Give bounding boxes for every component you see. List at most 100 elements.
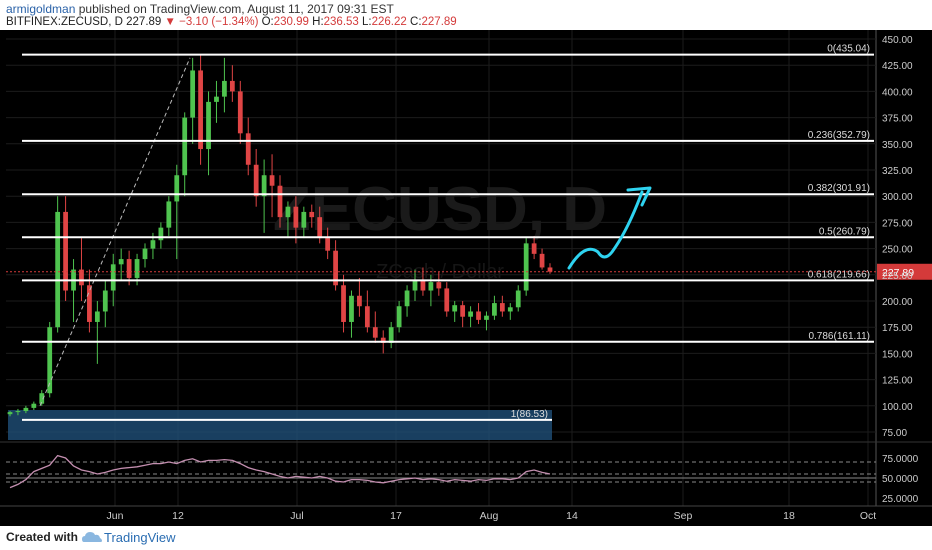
- fib-label: 0(435.04): [827, 44, 870, 55]
- candle-body: [285, 206, 291, 218]
- candle-body: [396, 306, 402, 328]
- candle-body: [492, 303, 497, 316]
- down-triangle-icon: ▼: [164, 16, 176, 28]
- fib-label: 0.382(301.91): [808, 183, 870, 194]
- candle-body: [222, 80, 227, 97]
- price-change: −3.10 (−1.34%): [179, 16, 259, 28]
- candle-body: [253, 164, 259, 197]
- price-tick-label: 450.00: [882, 35, 913, 46]
- trend-line: [39, 57, 191, 406]
- candle-body: [269, 175, 275, 186]
- time-tick-label: Jun: [107, 510, 124, 522]
- fib-levels: 0(435.04) 0.236(352.79) 0.382(301.91) 0.5(2…: [22, 44, 874, 421]
- candle-body: [468, 311, 473, 317]
- ohlc-line: BITFINEX:ZECUSD, D 227.89 ▼ −3.10 (−1.34…: [6, 16, 457, 28]
- candle-body: [301, 211, 307, 228]
- high-value: 236.53: [323, 16, 359, 28]
- candle-body: [507, 307, 513, 312]
- arrow-head-icon: [626, 186, 652, 207]
- candle-body: [309, 211, 315, 218]
- candle-body: [357, 295, 362, 307]
- candle-body: [349, 295, 354, 322]
- time-tick-label: Jul: [290, 510, 303, 522]
- fib-label: 1(86.53): [511, 409, 548, 420]
- current-price-label: 227.89: [882, 267, 914, 279]
- candle-body: [79, 269, 84, 286]
- price-tick-label: 400.00: [882, 87, 913, 98]
- price-tick-label: 250.00: [882, 245, 913, 256]
- candle-body: [539, 253, 545, 268]
- candle-body: [372, 327, 378, 338]
- rsi-line: [9, 454, 551, 489]
- rsi-tick-label: 50.0000: [882, 474, 919, 485]
- time-axis: Jun 12 Jul 17 Aug 14 Sep 18 Oct: [107, 510, 877, 522]
- candle-body: [515, 290, 521, 308]
- candle-body: [277, 185, 283, 218]
- close-value: 227.89: [421, 16, 457, 28]
- candle-body: [87, 285, 92, 322]
- candle-body: [110, 264, 116, 291]
- candle-body: [214, 96, 219, 102]
- candle-body: [428, 282, 434, 291]
- candle-body: [364, 306, 370, 328]
- price-tick-label: 425.00: [882, 61, 913, 72]
- candle-body: [94, 311, 100, 322]
- created-with-label: Created with: [6, 530, 79, 544]
- grid: [6, 30, 876, 506]
- candle-body: [325, 238, 331, 251]
- time-tick-label: Aug: [480, 510, 499, 522]
- candle-body: [47, 327, 53, 394]
- candle-body: [245, 133, 251, 165]
- candles: [7, 54, 553, 417]
- candle-body: [55, 211, 61, 328]
- symbol-label: BITFINEX:ZECUSD, D: [6, 16, 123, 28]
- candle-body: [63, 211, 68, 291]
- price-tick-label: 175.00: [882, 323, 913, 334]
- candle-body: [404, 290, 410, 307]
- time-tick-label: 18: [783, 510, 795, 522]
- author-link[interactable]: armigoldman: [6, 2, 76, 16]
- candle-body: [317, 217, 323, 239]
- time-tick-label: Oct: [860, 510, 876, 522]
- candle-body: [158, 227, 164, 241]
- candle-body: [166, 201, 172, 228]
- last-price: 227.89: [126, 16, 162, 28]
- candle-body: [460, 305, 466, 317]
- candle-body: [452, 305, 458, 312]
- footer: Created with TradingView: [0, 526, 932, 550]
- price-chart[interactable]: ZECUSD, D ZCash / Dollar 0(435.04) 0.236(35…: [0, 30, 932, 526]
- candle-body: [420, 280, 426, 291]
- tradingview-brand[interactable]: TradingView: [104, 530, 176, 545]
- candle-body: [547, 267, 553, 272]
- price-tick-label: 275.00: [882, 218, 913, 229]
- price-tick-label: 300.00: [882, 192, 913, 203]
- current-price-tag: [877, 263, 932, 280]
- price-tick-label: 200.00: [882, 297, 913, 308]
- chart-background: [0, 30, 932, 526]
- publish-info: armigoldman published on TradingView.com…: [6, 2, 394, 16]
- candle-body: [412, 280, 418, 291]
- candle-body: [102, 290, 108, 312]
- candle-body: [190, 70, 196, 118]
- rsi-tick-label: 75.0000: [882, 454, 919, 465]
- fib-label: 0.5(260.79): [819, 226, 870, 237]
- candle-body: [118, 259, 124, 265]
- candle-body: [531, 243, 537, 254]
- projection-arrow: [567, 190, 644, 270]
- volume-area: [8, 410, 552, 440]
- price-tick-label: 125.00: [882, 376, 913, 387]
- fib-label: 0.236(352.79): [808, 130, 870, 141]
- close-label: C:: [410, 16, 422, 28]
- time-axis-bg: [0, 506, 932, 526]
- candle-body: [484, 315, 489, 320]
- candle-body: [134, 259, 140, 278]
- candle-body: [31, 403, 37, 408]
- watermark-subtitle: ZCash / Dollar: [376, 261, 504, 283]
- candle-body: [444, 288, 450, 312]
- candle-body: [142, 248, 148, 260]
- candle-body: [237, 91, 243, 134]
- price-tick-label: 325.00: [882, 166, 913, 177]
- time-tick-label: 14: [566, 510, 578, 522]
- rsi-tick-label: 25.0000: [882, 494, 919, 505]
- low-label: L:: [362, 16, 372, 28]
